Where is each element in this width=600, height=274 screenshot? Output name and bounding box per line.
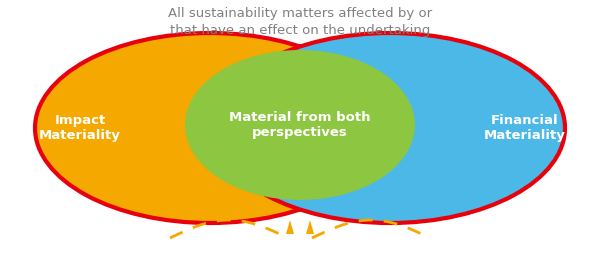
- Ellipse shape: [215, 33, 565, 223]
- Ellipse shape: [185, 50, 415, 200]
- Polygon shape: [306, 220, 314, 234]
- Polygon shape: [286, 220, 294, 234]
- Text: Impact
Materiality: Impact Materiality: [39, 114, 121, 142]
- Text: All sustainability matters affected by or
that have an effect on the undertaking: All sustainability matters affected by o…: [168, 7, 432, 37]
- Text: Material from both
perspectives: Material from both perspectives: [229, 111, 371, 139]
- Ellipse shape: [35, 33, 385, 223]
- Text: Financial
Materiality: Financial Materiality: [484, 114, 566, 142]
